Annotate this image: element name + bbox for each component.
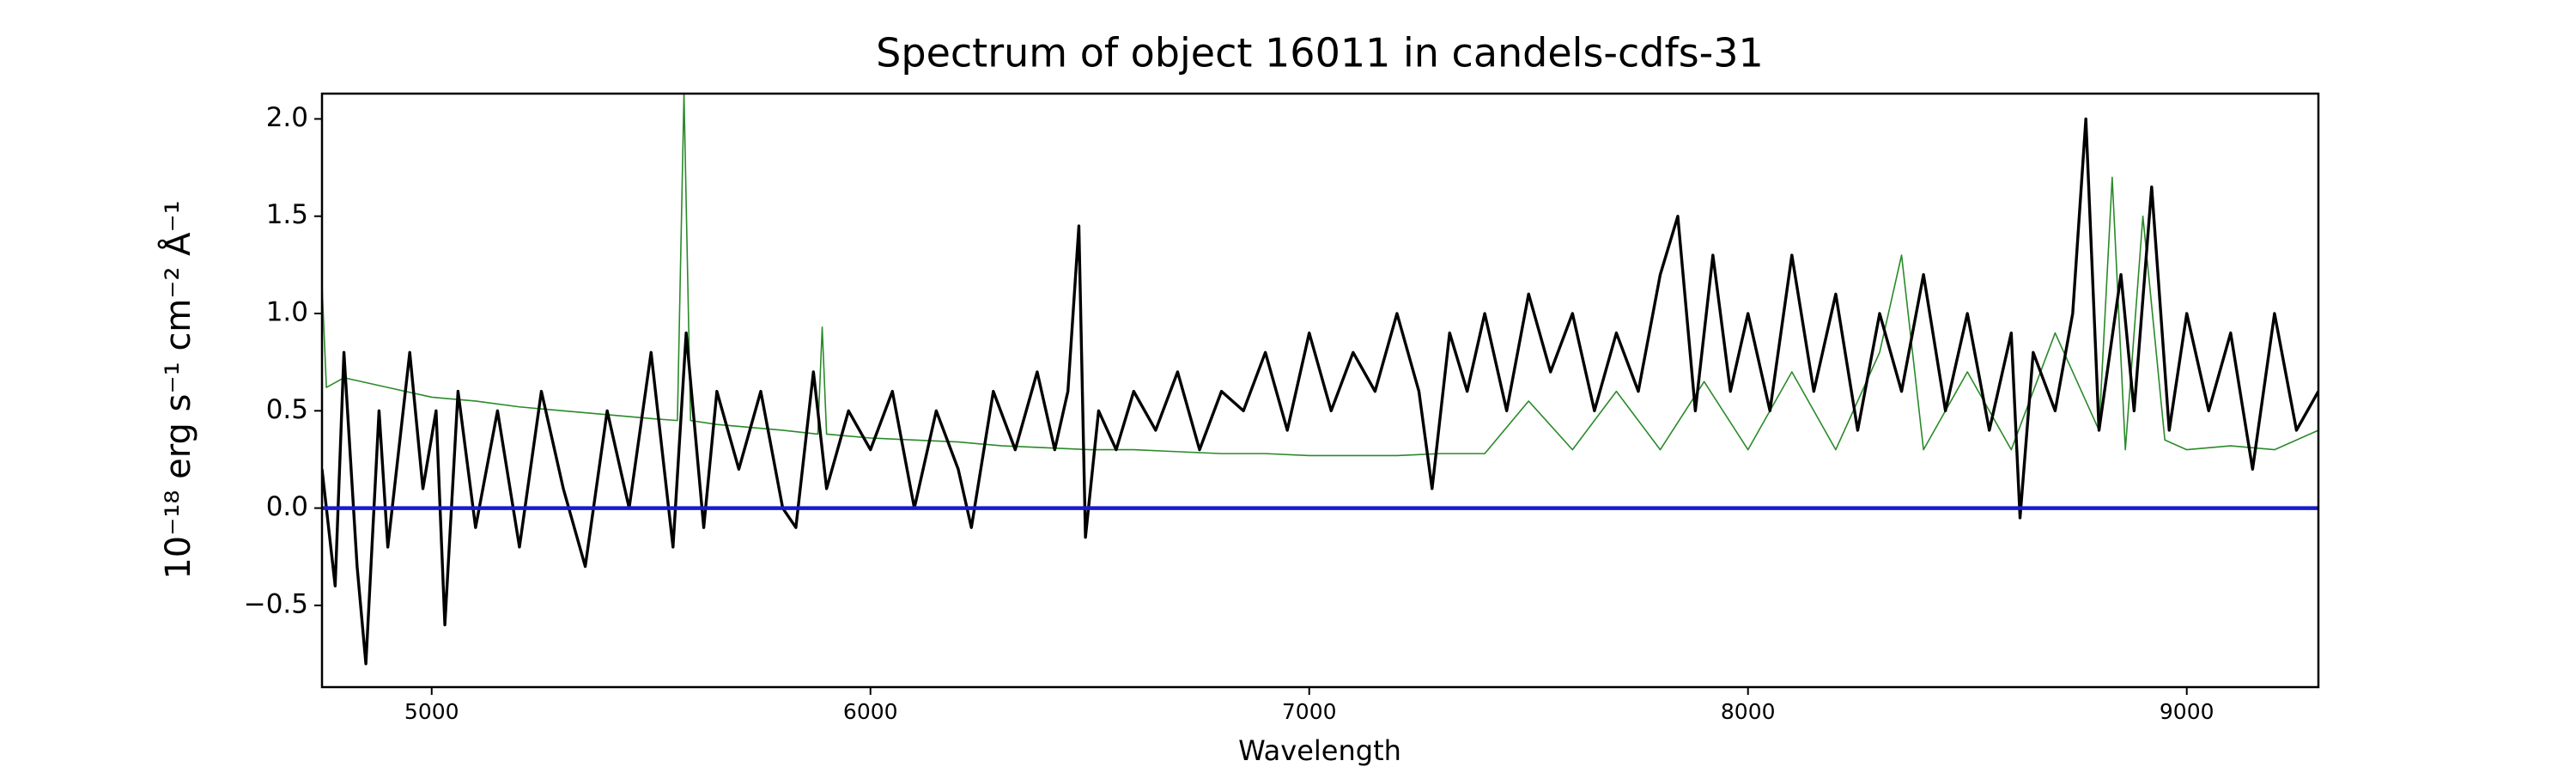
x-axis-label: Wavelength <box>1238 734 1401 767</box>
x-tick-label: 5000 <box>404 699 459 724</box>
x-tick-label: 6000 <box>843 699 898 724</box>
chart-title: Spectrum of object 16011 in candels-cdfs… <box>876 30 1764 76</box>
spectrum-line <box>322 94 2318 457</box>
y-tick-label: 0.5 <box>266 394 308 425</box>
plot-area <box>322 94 2318 666</box>
x-tick-label: 8000 <box>1721 699 1776 724</box>
x-tick-label: 9000 <box>2160 699 2215 724</box>
y-tick-label: 1.5 <box>266 199 308 230</box>
plot-frame <box>320 92 2320 689</box>
y-tick-label: 0.0 <box>266 491 308 522</box>
x-tick-label: 7000 <box>1282 699 1337 724</box>
y-tick-label: −0.5 <box>244 588 308 619</box>
y-tick-label: 2.0 <box>266 102 308 133</box>
y-tick-label: 1.0 <box>266 297 308 328</box>
y-axis-label: 10⁻¹⁸ erg s⁻¹ cm⁻² Å⁻¹ <box>157 200 198 579</box>
spectrum-line <box>322 117 2318 666</box>
